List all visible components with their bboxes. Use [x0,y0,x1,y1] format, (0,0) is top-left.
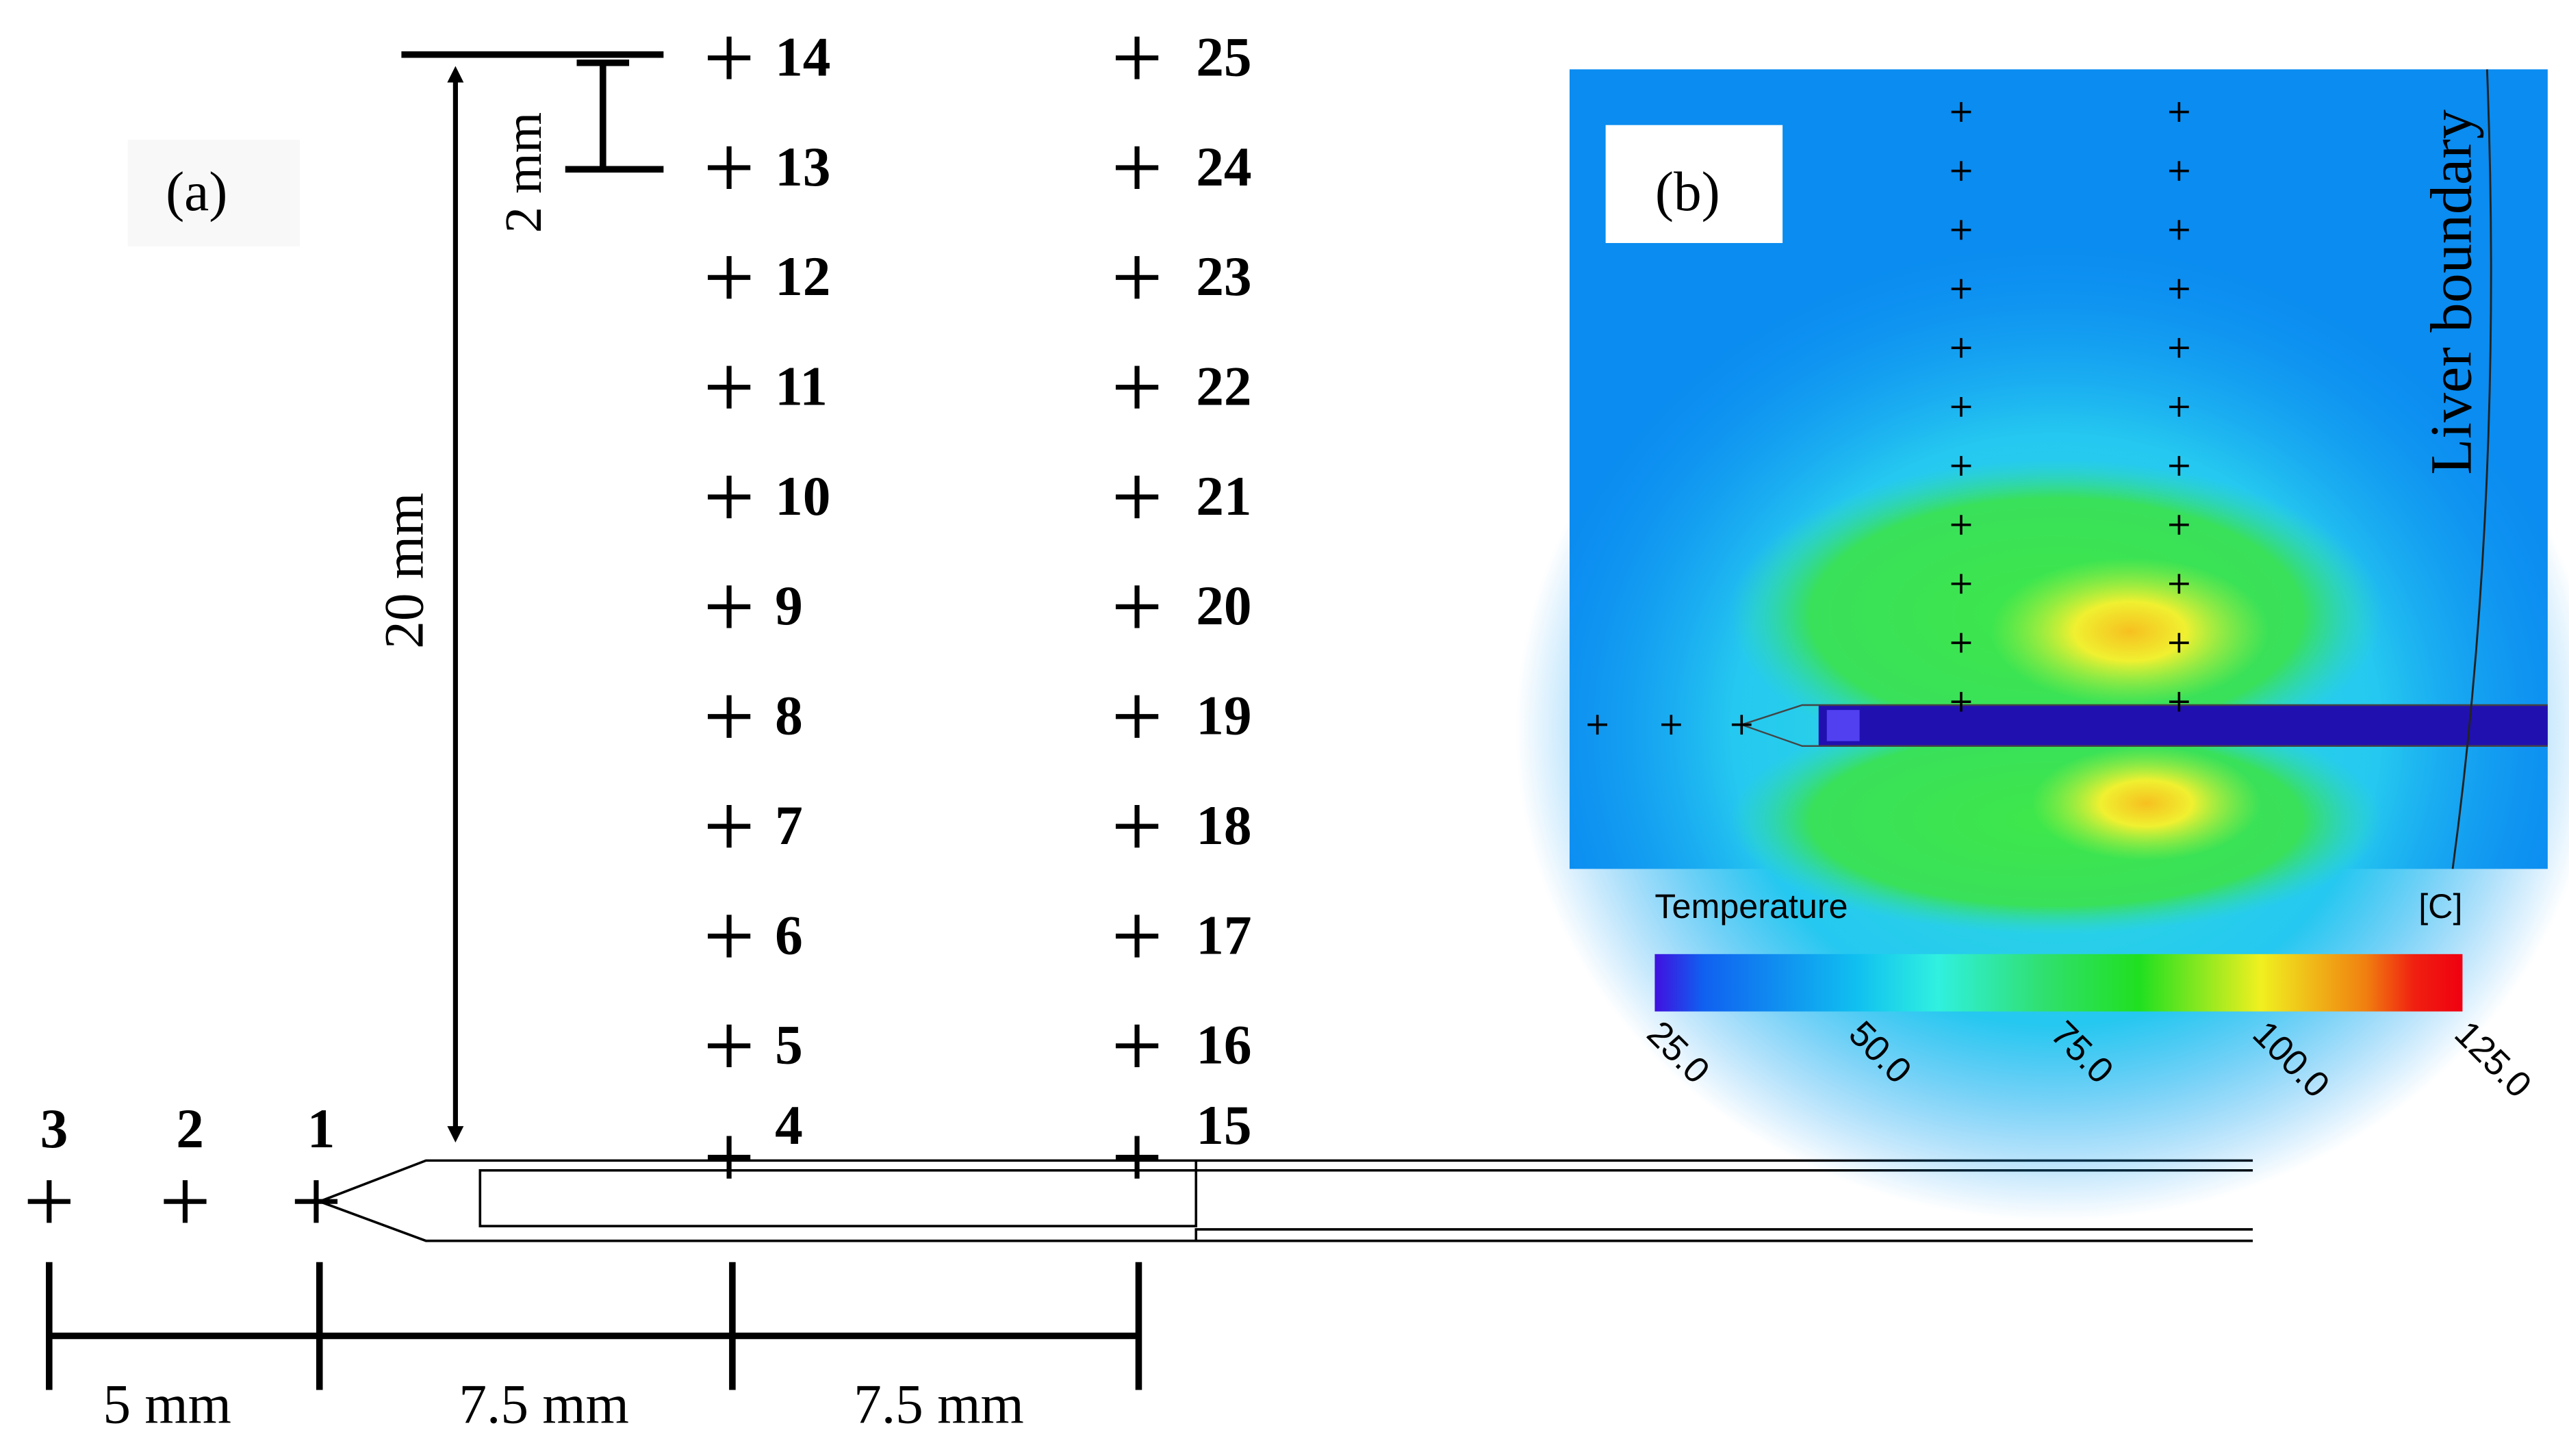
point-label: 18 [1196,794,1251,856]
colorbar-tick-label: 125.0 [2447,1013,2540,1106]
point-label: 2 [176,1097,204,1160]
point-label: 24 [1196,136,1251,198]
point-label: 11 [775,355,828,418]
colorbar-unit: [C] [2418,887,2462,925]
colorbar [1654,954,2463,1012]
label-box [1605,125,1783,244]
point-label: 10 [775,465,830,527]
point-label: 25 [1196,25,1251,88]
point-label: 14 [775,25,830,88]
point-label: 1 [307,1097,335,1160]
dimension-label: 20 mm [373,493,435,649]
point-label: 22 [1196,355,1251,418]
panel-label: (b) [1655,160,1720,222]
label-box [127,140,301,246]
dimension-lines [46,51,1142,1390]
point-label: 7 [775,794,803,856]
point-label: 17 [1196,904,1251,966]
point-label: 15 [1196,1094,1251,1156]
point-label: 19 [1196,685,1251,747]
point-label: 13 [775,136,830,198]
point-label: 9 [775,574,803,637]
dimension-label: 5 mm [103,1372,231,1435]
point-label: 8 [775,685,803,747]
point-label: 20 [1196,574,1251,637]
dimension-label: 7.5 mm [854,1372,1024,1435]
panel-label: (a) [166,160,227,222]
colorbar-title: Temperature [1654,887,1848,925]
dimension-label: 7.5 mm [459,1372,629,1435]
point-label: 5 [775,1014,803,1076]
point-label: 6 [775,904,803,966]
point-label: 3 [40,1097,68,1160]
point-label: 16 [1196,1014,1251,1076]
point-label: 21 [1196,465,1251,527]
dimension-label: 2 mm [494,112,552,233]
point-label: 4 [775,1094,803,1156]
boundary-label: Liver boundary [2418,110,2483,475]
point-label: 12 [775,245,830,307]
point-label: 23 [1196,245,1251,307]
